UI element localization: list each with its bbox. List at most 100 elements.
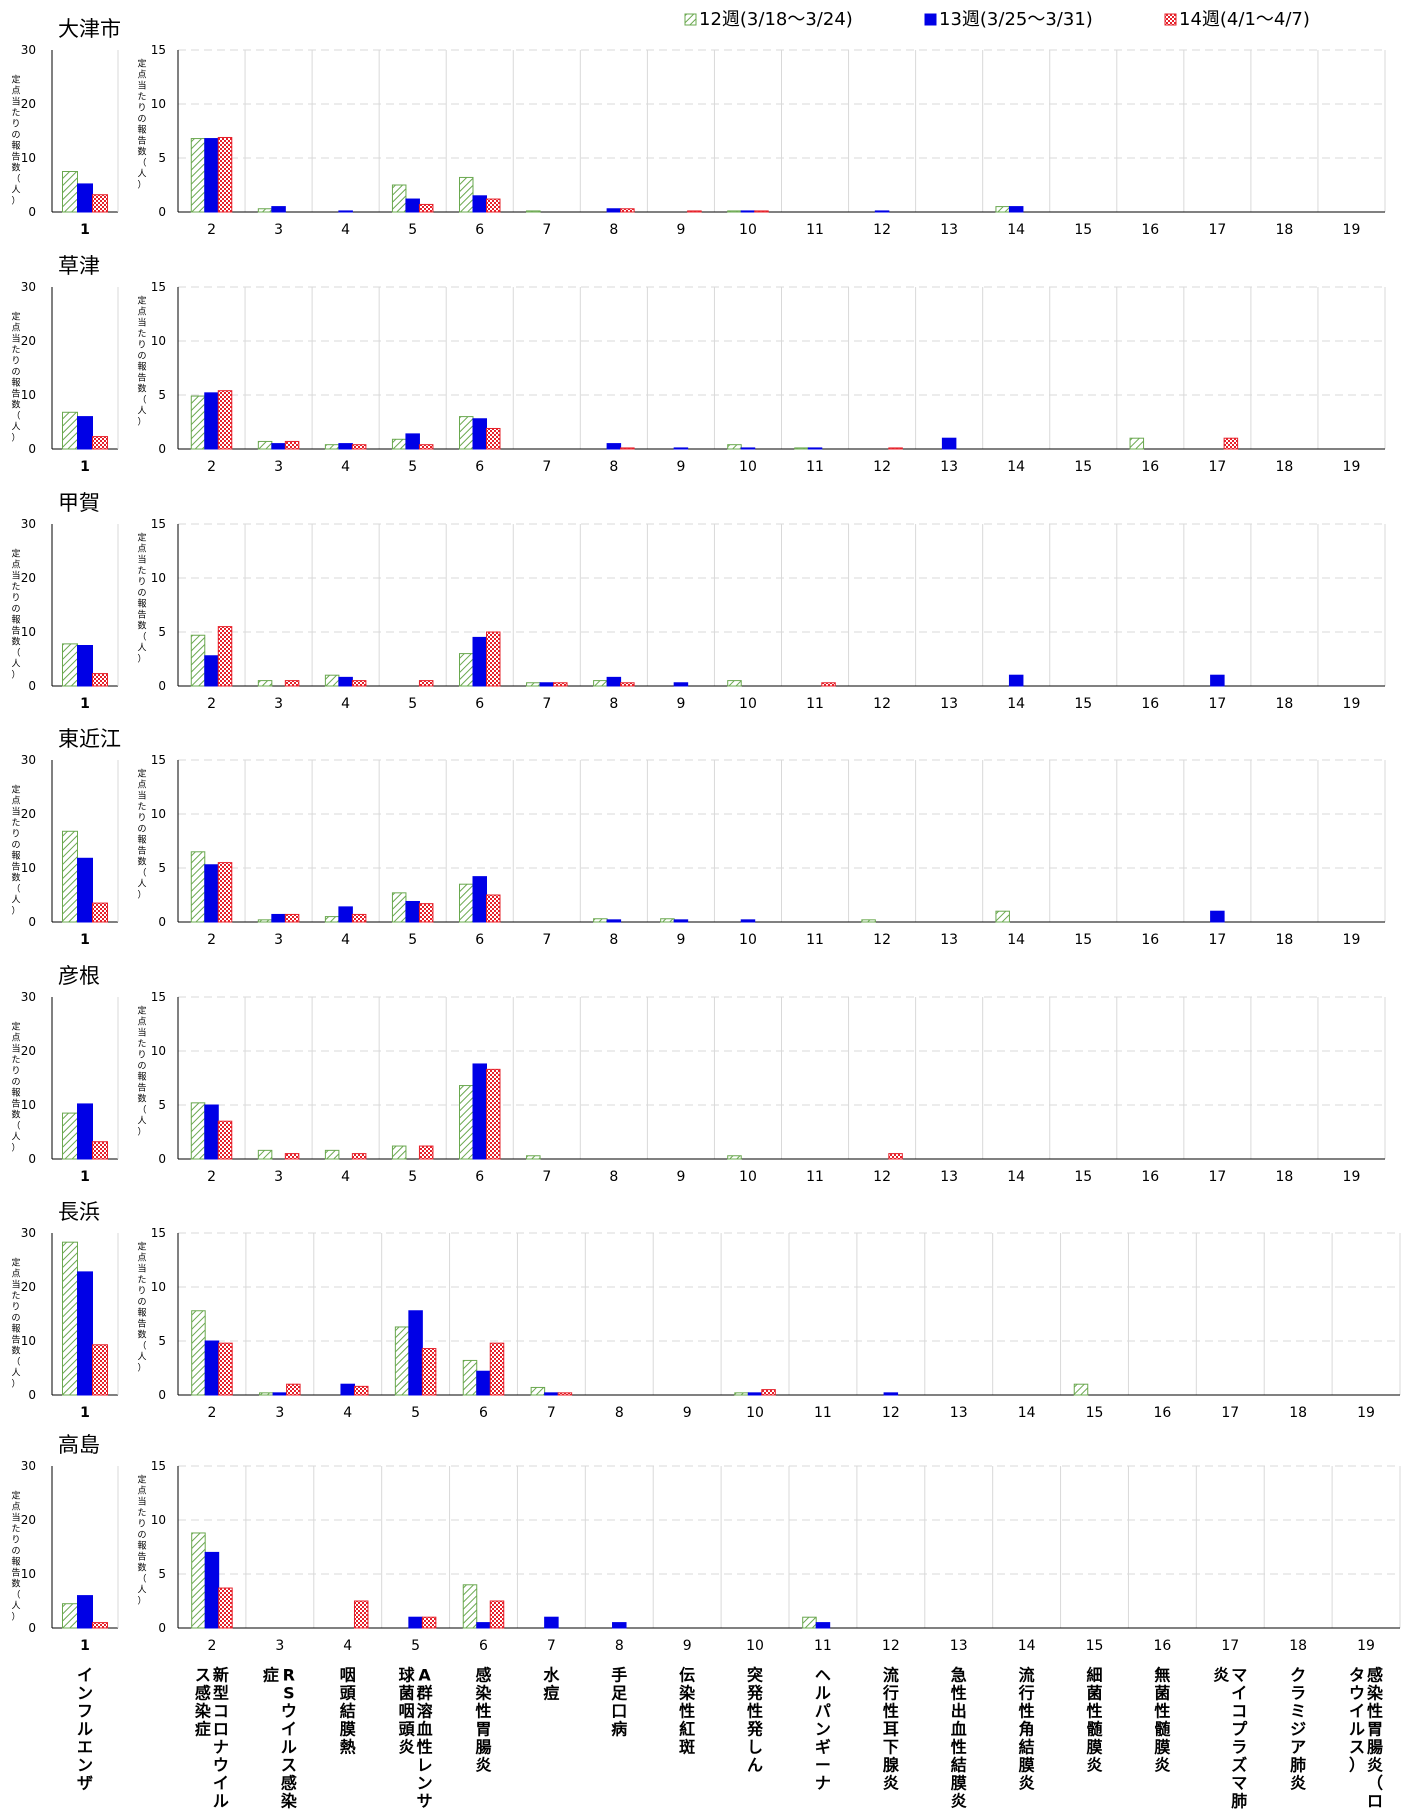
large-y-tick-label: 10 [151,97,166,111]
large-x-tick-label: 7 [542,696,551,712]
small-y-axis-label-char: 報 [11,1557,20,1568]
bar-3-cat-5 [421,1616,437,1629]
disease-name-char: 染 [194,1702,212,1721]
small-y-axis-label-char: 点 [11,1033,20,1044]
large-x-tick-label: 13 [940,696,958,712]
small-y-axis-label-char: 告 [11,1098,20,1110]
panel-5: 彦根0102030定点当たりの報告数（人）1051015定点当たりの報告数（人）… [11,964,1386,1185]
bar-1-cat-14 [995,910,1010,923]
small-y-axis-label-char: た [11,345,20,356]
large-x-tick-label: 17 [1208,1169,1226,1185]
bar-2-cat-8 [612,1622,627,1629]
large-x-tick-label: 5 [411,1638,420,1654]
small-y-axis-label-char: ） [11,1612,20,1623]
disease-name-char: ウ [1349,1684,1365,1703]
large-y-axis-label-char: た [137,566,146,577]
bar-3-cat-5 [418,1145,434,1160]
small-y-axis-label-char: の [11,1078,20,1088]
large-x-tick-label: 5 [408,222,417,238]
bar-2-cat-6 [476,1622,491,1629]
large-x-tick-label: 3 [274,696,283,712]
large-y-tick-label: 10 [151,807,166,821]
small-y-axis-label-char: （ [11,1590,20,1601]
bar-2-cat-2 [204,1551,220,1629]
large-y-axis-label-char: 当 [137,554,146,566]
large-y-axis-label-char: 点 [137,1486,146,1497]
disease-name-char: 熱 [340,1738,356,1757]
bar-2-cat-6 [472,1063,487,1160]
disease-name-char: イ [1231,1684,1247,1703]
disease-name-char: 細 [1086,1666,1102,1685]
bar-1-cat-11 [794,447,809,450]
large-x-tick-label: 16 [1141,932,1159,948]
large-x-tick-label: 4 [343,1638,352,1654]
bar-2-cat-1 [77,857,93,923]
small-y-axis-label-char: 数 [11,1578,20,1590]
small-y-tick-label: 30 [21,280,36,294]
large-x-tick-label: 15 [1074,222,1092,238]
small-y-axis-label-char: ） [11,1143,20,1154]
bar-1-cat-4 [324,1149,340,1160]
disease-name-char: （ [1367,1774,1383,1793]
large-x-tick-label: 9 [676,932,685,948]
large-x-tick-label: 14 [1018,1638,1036,1654]
bar-2-cat-7 [544,1392,559,1396]
bar-3-cat-5 [418,203,434,213]
disease-name-char: 伝 [679,1666,695,1685]
large-x-tick-label: 4 [341,222,350,238]
bar-3-cat-5 [418,444,434,450]
large-y-axis-label-char: 定 [137,1241,146,1253]
large-x-tick-label: 13 [940,932,958,948]
bar-2-cat-7 [544,1616,559,1629]
large-x-tick-label: 18 [1289,1638,1307,1654]
disease-name-char: ウ [213,1756,229,1775]
large-x-tick-label: 10 [739,1169,757,1185]
small-y-axis-label-char: ） [11,670,20,681]
small-y-axis-label-char: 数 [11,636,20,648]
large-y-tick-label: 15 [151,517,166,531]
disease-name-char: ー [815,1756,831,1775]
small-y-axis-label-char: ） [11,1379,20,1390]
large-x-tick-label: 7 [542,932,551,948]
large-y-axis-label-char: た [137,1039,146,1050]
bar-1-cat-2 [190,1102,206,1160]
disease-name-char: 下 [883,1738,899,1757]
small-x-tick-label: 1 [80,1169,90,1185]
small-y-axis-label-char: 定 [11,74,20,86]
large-y-axis-label-char: 告 [137,1318,146,1330]
disease-name-char: 炎 [1213,1666,1229,1685]
disease-name-char: 無 [1154,1666,1170,1685]
large-x-tick-label: 15 [1074,1169,1092,1185]
small-y-axis-label-char: 告 [11,625,20,637]
disease-name-char: 突 [747,1666,763,1685]
disease-name-char: 球 [399,1666,416,1685]
small-y-axis-label-char: 数 [11,1109,20,1121]
large-x-tick-label: 19 [1343,1169,1361,1185]
disease-name-char: 痘 [543,1684,559,1703]
large-x-tick-label: 4 [341,696,350,712]
disease-name-char: ル [281,1738,297,1757]
small-y-axis-label-char: 点 [11,1269,20,1280]
disease-name-char: 性 [747,1702,763,1721]
legend-swatch-3 [1164,13,1177,26]
large-y-axis-label-char: （ [137,632,146,643]
large-y-tick-label: 0 [158,205,166,219]
large-x-tick-label: 19 [1357,1405,1375,1421]
small-y-axis-label-char: （ [11,411,20,422]
small-y-axis-label-char: 当 [11,570,20,582]
large-y-tick-label: 5 [158,1334,166,1348]
large-x-tick-label: 6 [475,696,484,712]
bar-2-cat-17 [1210,910,1225,923]
disease-name-char: 炎 [1290,1774,1306,1793]
large-y-axis-label-char: 人 [137,1116,146,1127]
disease-name-char: ル [213,1792,229,1811]
disease-name-char: 腺 [883,1756,900,1775]
large-x-tick-label: 15 [1086,1638,1104,1654]
disease-name-char: R [283,1666,295,1685]
small-y-tick-label: 30 [21,1459,36,1473]
small-y-tick-label: 0 [28,1152,36,1166]
large-x-tick-label: 17 [1208,459,1226,475]
bar-2-cat-11 [807,447,823,450]
small-y-tick-label: 20 [21,807,36,821]
